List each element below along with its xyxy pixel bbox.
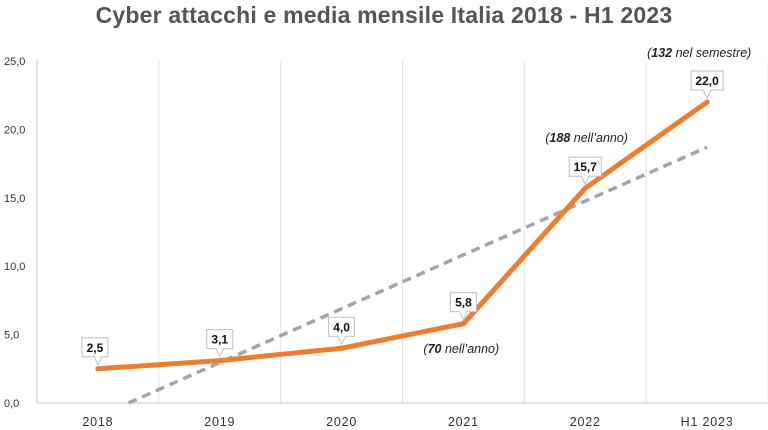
data-labels: 2,5 3,1 4,0 5,8 15,7 22,0 bbox=[81, 70, 724, 366]
y-tick-label: 25,0 bbox=[4, 56, 25, 68]
y-axis-tick-labels: 0,0 5,0 10,0 15,0 20,0 25,0 bbox=[4, 56, 25, 410]
data-point bbox=[339, 345, 345, 351]
trendline bbox=[127, 145, 708, 405]
data-label-text: 15,7 bbox=[574, 160, 598, 174]
series-line bbox=[95, 99, 710, 372]
y-tick-label: 15,0 bbox=[4, 193, 25, 205]
data-label: 2,5 bbox=[81, 337, 109, 366]
data-point bbox=[217, 358, 223, 364]
data-label-pointer bbox=[337, 335, 347, 346]
data-label-text: 2,5 bbox=[87, 341, 104, 355]
y-tick-label: 10,0 bbox=[4, 261, 25, 273]
data-label: 5,8 bbox=[449, 292, 477, 321]
annotation: (188 nell’anno) bbox=[545, 131, 628, 145]
x-tick-label: 2019 bbox=[204, 415, 235, 429]
annotation-text: nell’anno) bbox=[570, 131, 628, 145]
y-tick-label: 5,0 bbox=[4, 330, 19, 342]
data-label: 15,7 bbox=[568, 156, 602, 186]
axes bbox=[36, 61, 768, 404]
annotation-text: nel semestre) bbox=[672, 46, 751, 60]
data-label-pointer bbox=[458, 310, 468, 321]
annotation-prefix: ( bbox=[647, 46, 653, 60]
annotation: (70 nell’anno) bbox=[423, 342, 499, 356]
data-point bbox=[582, 185, 588, 191]
x-axis-tick-labels: 2018 2019 2020 2021 2022 H1 2023 bbox=[82, 415, 734, 429]
data-label-pointer bbox=[93, 356, 103, 366]
x-tick-label: 2020 bbox=[326, 415, 357, 429]
data-point bbox=[95, 366, 101, 372]
data-label: 3,1 bbox=[206, 329, 234, 358]
x-tick-label: 2021 bbox=[448, 415, 479, 429]
annotations: (70 nell’anno)(188 nell’anno)(132 nel se… bbox=[423, 46, 751, 356]
trendline-dashed bbox=[127, 145, 708, 405]
data-label-text: 3,1 bbox=[211, 333, 228, 347]
chart-title: Cyber attacchi e media mensile Italia 20… bbox=[95, 2, 673, 28]
x-tick-label: 2022 bbox=[570, 415, 601, 429]
data-label-pointer bbox=[702, 89, 712, 100]
data-label: 22,0 bbox=[690, 70, 724, 100]
vertical-gridlines bbox=[36, 61, 768, 403]
data-label-pointer bbox=[215, 347, 225, 358]
y-tick-label: 20,0 bbox=[4, 124, 25, 136]
annotation: (132 nel semestre) bbox=[647, 46, 751, 60]
y-tick-label: 0,0 bbox=[4, 398, 19, 410]
data-series bbox=[95, 99, 710, 372]
annotation-text: nell’anno) bbox=[441, 342, 499, 356]
data-label-text: 4,0 bbox=[333, 320, 350, 334]
annotation-value: 188 bbox=[549, 131, 570, 145]
data-label: 4,0 bbox=[328, 316, 356, 346]
data-point bbox=[704, 99, 710, 105]
annotation-prefix: ( bbox=[423, 342, 429, 356]
x-tick-label: 2018 bbox=[82, 415, 113, 429]
data-label-pointer bbox=[580, 175, 590, 186]
data-label-text: 5,8 bbox=[455, 296, 472, 310]
annotation-value: 70 bbox=[428, 342, 442, 356]
x-tick-label: H1 2023 bbox=[681, 415, 734, 429]
annotation-prefix: ( bbox=[545, 131, 551, 145]
annotation-value: 132 bbox=[651, 46, 672, 60]
data-label-text: 22,0 bbox=[695, 74, 719, 88]
data-point bbox=[460, 321, 466, 327]
